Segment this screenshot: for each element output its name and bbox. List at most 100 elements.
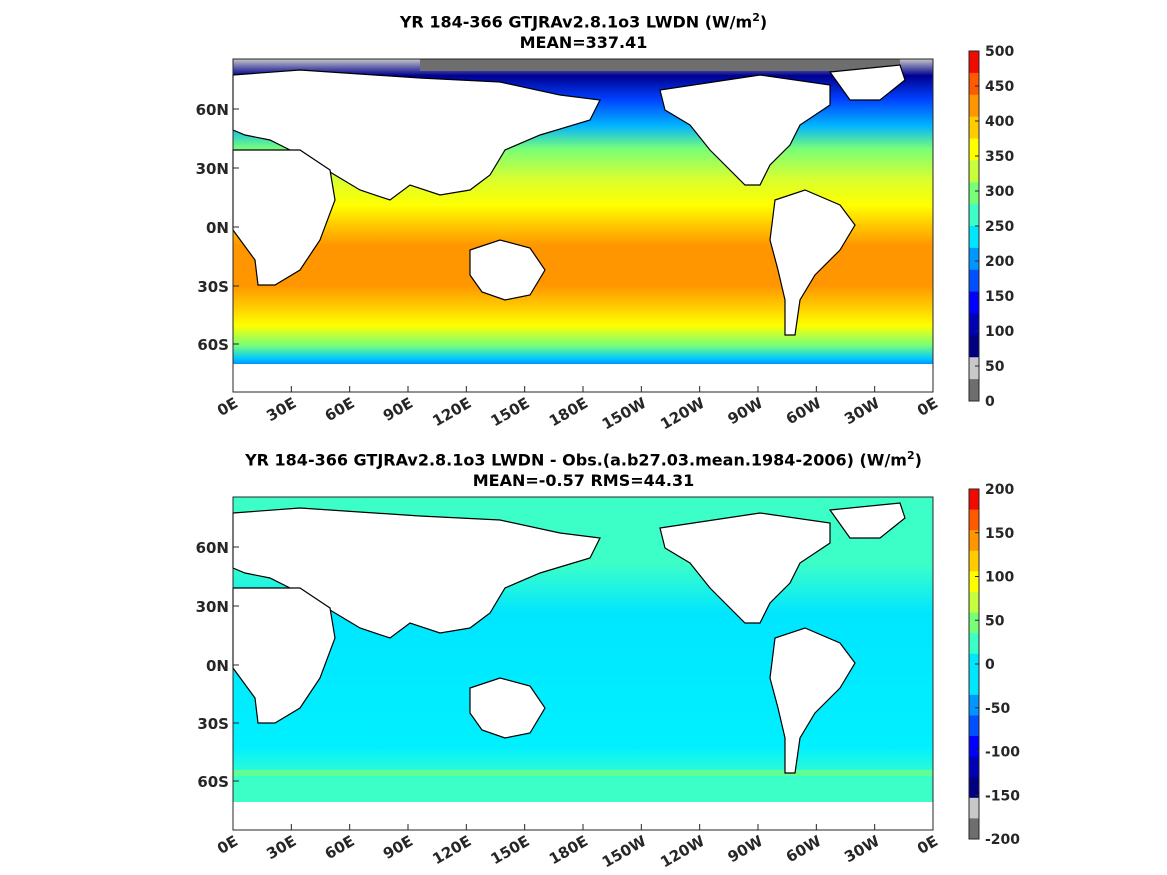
x-tick-label: 180E xyxy=(546,394,591,430)
y-tick-label: 60S xyxy=(197,336,229,354)
continents xyxy=(232,64,906,336)
colorbar-segment xyxy=(969,509,979,531)
x-tick-label: 0E xyxy=(214,394,241,420)
colorbar-segment xyxy=(969,51,979,74)
chart1-subtitle: MEAN=337.41 xyxy=(519,33,648,52)
colorbar-segment xyxy=(969,182,979,205)
map-panel-top xyxy=(232,58,934,393)
colorbar-tick-label: 0 xyxy=(985,657,995,673)
colorbar-segment xyxy=(969,313,979,336)
y-tick-label: 60N xyxy=(196,101,229,119)
colorbar-segment xyxy=(969,571,979,593)
land-south-america xyxy=(769,627,856,774)
colorbar-tick-label: 100 xyxy=(985,570,1014,586)
colorbar-tick-label: -150 xyxy=(985,788,1020,804)
colorbar-segment xyxy=(969,335,979,358)
y-tick-label: 30S xyxy=(197,715,229,733)
colorbar-segment xyxy=(969,736,979,758)
colorbar-tick-label: 350 xyxy=(985,149,1014,165)
x-tick-label: 90W xyxy=(725,832,767,867)
colorbar-segment xyxy=(969,247,979,271)
colorbar-segment xyxy=(969,116,979,139)
x-tick-label: 180E xyxy=(546,832,591,868)
x-tick-label: 90E xyxy=(380,394,416,425)
x-tick-label: 30E xyxy=(263,832,299,863)
x-tick-label: 120W xyxy=(657,394,708,434)
land-africa xyxy=(232,149,336,286)
land-australia xyxy=(469,239,546,301)
colorbar-tick-label: 50 xyxy=(985,359,1005,375)
y-tick-label: 60S xyxy=(197,773,229,791)
colorbar-tick-label: 400 xyxy=(985,114,1014,130)
colorbar-segment xyxy=(969,357,979,380)
colorbar-segment xyxy=(969,674,979,696)
y-tick-label: 30S xyxy=(197,278,229,296)
land-africa xyxy=(232,587,336,724)
colorbar-segment xyxy=(969,715,979,737)
arctic-ice xyxy=(420,59,900,71)
colorbar-tick-label: 300 xyxy=(985,184,1014,200)
y-tick-label: 60N xyxy=(196,539,229,557)
x-tick-label: 30W xyxy=(841,394,883,429)
anomaly-band-south xyxy=(233,770,933,776)
x-tick-label: 150E xyxy=(488,394,533,430)
colorbar-tick-label: 100 xyxy=(985,324,1014,340)
colorbar-tick-label: -200 xyxy=(985,832,1020,848)
colorbar-tick-label: 150 xyxy=(985,289,1014,305)
x-tick-label: 0E xyxy=(914,394,941,420)
x-tick-label: 90E xyxy=(380,832,416,863)
land-australia xyxy=(469,677,546,739)
colorbar-segment xyxy=(969,612,979,634)
colorbar-segment xyxy=(969,797,979,819)
land-greenland xyxy=(828,64,906,101)
x-tick-label: 120E xyxy=(429,394,474,430)
x-tick-label: 30E xyxy=(263,394,299,425)
colorbar-segment xyxy=(969,204,979,227)
colorbar-tick-label: 0 xyxy=(985,394,995,410)
x-tick-label: 120W xyxy=(657,832,708,872)
colorbar-tick-label: 250 xyxy=(985,219,1014,235)
land-south-america xyxy=(769,189,856,336)
colorbar-segment xyxy=(969,160,979,183)
colorbar-segment xyxy=(969,653,979,675)
x-tick-label: 30W xyxy=(841,832,883,867)
land-north-america xyxy=(659,512,831,624)
map-panel-bottom xyxy=(232,496,934,831)
y-tick-label: 0N xyxy=(206,219,229,237)
x-tick-label: 60E xyxy=(322,394,358,425)
y-tick-label: 0N xyxy=(206,657,229,675)
colorbar-segment xyxy=(969,489,979,511)
x-tick-label: 60W xyxy=(783,394,825,429)
colorbar-segment xyxy=(969,291,979,314)
y-tick-label: 30N xyxy=(196,160,229,178)
colorbar-segment xyxy=(969,818,979,840)
x-tick-label: 120E xyxy=(429,832,474,868)
colorbar-segment xyxy=(969,94,979,118)
x-tick-label: 150W xyxy=(599,832,650,872)
continents xyxy=(232,502,906,774)
land-north-america xyxy=(659,74,831,186)
anomaly-band-north xyxy=(233,500,933,516)
colorbar-segment xyxy=(969,226,979,249)
colorbar-segment xyxy=(969,756,979,778)
chart2-subtitle: MEAN=-0.57 RMS=44.31 xyxy=(472,471,695,490)
chart1-title: YR 184-366 GTJRAv2.8.1o3 LWDN (W/m2) xyxy=(399,11,768,32)
colorbar-segment xyxy=(969,550,979,572)
colorbar-segment xyxy=(969,379,979,402)
colorbar-segment xyxy=(969,530,979,552)
colorbar-segment xyxy=(969,777,979,799)
x-tick-label: 0E xyxy=(214,832,241,858)
colorbar-segment xyxy=(969,269,979,293)
x-tick-label: 60E xyxy=(322,832,358,863)
x-tick-label: 150W xyxy=(599,394,650,434)
colorbar-segment xyxy=(969,694,979,716)
colorbar-tick-label: 200 xyxy=(985,482,1014,498)
colorbar-tick-label: -50 xyxy=(985,701,1011,717)
x-tick-label: 90W xyxy=(725,394,767,429)
colorbar-tick-label: -100 xyxy=(985,745,1020,761)
colorbar-tick-label: 200 xyxy=(985,254,1014,270)
colorbar-tick-label: 500 xyxy=(985,44,1014,60)
chart2-title: YR 184-366 GTJRAv2.8.1o3 LWDN - Obs.(a.b… xyxy=(245,449,922,470)
colorbar-segment xyxy=(969,591,979,614)
